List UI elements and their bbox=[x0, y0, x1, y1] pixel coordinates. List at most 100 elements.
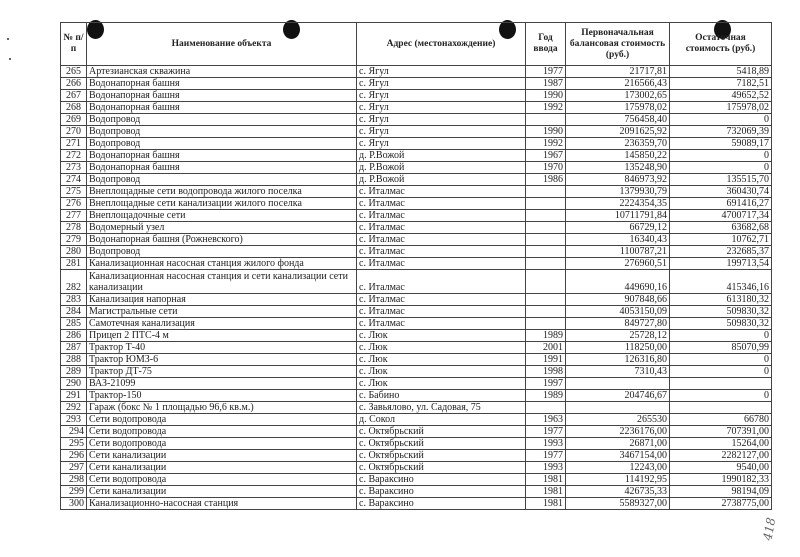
table-row: 277 Внеплощадочные сети с. Италмас 10711791… bbox=[60, 209, 772, 222]
row-name: Водонапорная башня (Рожневского) bbox=[86, 233, 357, 246]
row-address: с. Октябрьский bbox=[356, 461, 526, 474]
row-initial-cost: 1379930,79 bbox=[565, 185, 670, 198]
row-year: 1997 bbox=[525, 377, 566, 390]
row-address: с. Люк bbox=[356, 341, 526, 354]
row-address: д. Р.Вожой bbox=[356, 149, 526, 162]
row-name: Трактор-150 bbox=[86, 389, 357, 402]
table-row: 291 Трактор-150 с. Бабино 1989 204746,67 0 bbox=[60, 389, 772, 402]
row-name: Сети канализации bbox=[86, 449, 357, 462]
row-residual-cost: 232685,37 bbox=[669, 245, 772, 258]
row-no: 285 bbox=[60, 317, 87, 330]
row-name: Артезианская скважина bbox=[86, 65, 357, 78]
row-residual-cost: 360430,74 bbox=[669, 185, 772, 198]
col-address: Адрес (местонахождение) bbox=[356, 22, 526, 66]
row-year bbox=[525, 305, 566, 318]
table-row: 297 Сети канализации с. Октябрьский 1993 122… bbox=[60, 461, 772, 474]
row-address: с. Италмас bbox=[356, 221, 526, 234]
row-no: 269 bbox=[60, 113, 87, 126]
row-year: 1992 bbox=[525, 137, 566, 150]
row-residual-cost: 15264,00 bbox=[669, 437, 772, 450]
row-name: Водонапорная башня bbox=[86, 89, 357, 102]
row-address: с. Октябрьский bbox=[356, 425, 526, 438]
row-name: Внеплощадочные сети bbox=[86, 209, 357, 222]
row-no: 282 bbox=[60, 269, 87, 294]
table-row: 282 Канализационная насосная станция и се… bbox=[60, 269, 772, 294]
row-address: с. Италмас bbox=[356, 317, 526, 330]
row-no: 270 bbox=[60, 125, 87, 138]
row-residual-cost: 707391,00 bbox=[669, 425, 772, 438]
row-name: Прицеп 2 ПТС-4 м bbox=[86, 329, 357, 342]
row-initial-cost: 26871,00 bbox=[565, 437, 670, 450]
table-row: 276 Внеплощадные сети канализации жилого … bbox=[60, 197, 772, 210]
row-address: с. Завьялово, ул. Садовая, 75 bbox=[356, 401, 526, 414]
row-name: Водопровод bbox=[86, 125, 357, 138]
table-row: 286 Прицеп 2 ПТС-4 м с. Люк 1989 25728,12 0 bbox=[60, 329, 772, 342]
row-initial-cost: 66729,12 bbox=[565, 221, 670, 234]
table-row: 279 Водонапорная башня (Рожневского) с. Ит… bbox=[60, 233, 772, 246]
col-no: № п/п bbox=[60, 22, 87, 66]
row-name: Сети водопровода bbox=[86, 413, 357, 426]
row-no: 298 bbox=[60, 473, 87, 486]
row-no: 280 bbox=[60, 245, 87, 258]
row-name: Канализационная насосная станция жилого … bbox=[86, 257, 357, 270]
row-residual-cost: 613180,32 bbox=[669, 293, 772, 306]
row-address: с. Вараксино bbox=[356, 473, 526, 486]
row-year bbox=[525, 209, 566, 222]
row-no: 293 bbox=[60, 413, 87, 426]
row-no: 272 bbox=[60, 149, 87, 162]
row-year: 1981 bbox=[525, 497, 566, 510]
row-name: Сети водопровода bbox=[86, 425, 357, 438]
row-address: с. Италмас bbox=[356, 185, 526, 198]
handwritten-page-number: 418 bbox=[760, 516, 779, 542]
row-address: с. Италмас bbox=[356, 245, 526, 258]
table-row: 273 Водонапорная башня д. Р.Вожой 1970 13524… bbox=[60, 161, 772, 174]
row-year bbox=[525, 401, 566, 414]
row-initial-cost: 216566,43 bbox=[565, 77, 670, 90]
row-year bbox=[525, 233, 566, 246]
row-address: д. Сокол bbox=[356, 413, 526, 426]
table-row: 285 Самотечная канализация с. Италмас 84972… bbox=[60, 317, 772, 330]
row-name: Водомерный узел bbox=[86, 221, 357, 234]
row-address: с. Люк bbox=[356, 329, 526, 342]
row-year: 1989 bbox=[525, 389, 566, 402]
row-address: с. Люк bbox=[356, 365, 526, 378]
row-address: с. Вараксино bbox=[356, 485, 526, 498]
assets-table: № п/п Наименование объекта Адрес (местон… bbox=[60, 22, 772, 510]
row-residual-cost: 0 bbox=[669, 329, 772, 342]
row-no: 296 bbox=[60, 449, 87, 462]
row-year: 1977 bbox=[525, 449, 566, 462]
row-no: 299 bbox=[60, 485, 87, 498]
row-year: 1977 bbox=[525, 425, 566, 438]
row-address: д. Р.Вожой bbox=[356, 173, 526, 186]
table-row: 271 Водопровод с. Ягул 1992 236359,70 59089,1… bbox=[60, 137, 772, 150]
row-no: 278 bbox=[60, 221, 87, 234]
row-address: с. Вараксино bbox=[356, 497, 526, 510]
table-row: 289 Трактор ДТ-75 с. Люк 1998 7310,43 0 bbox=[60, 365, 772, 378]
row-residual-cost: 0 bbox=[669, 365, 772, 378]
table-row: 294 Сети водопровода с. Октябрьский 1977 223… bbox=[60, 425, 772, 438]
table-row: 290 ВАЗ-21099 с. Люк 1997 bbox=[60, 377, 772, 390]
row-address: с. Люк bbox=[356, 377, 526, 390]
row-initial-cost: 175978,02 bbox=[565, 101, 670, 114]
row-address: с. Ягул bbox=[356, 89, 526, 102]
row-name: Водопровод bbox=[86, 173, 357, 186]
row-initial-cost: 10711791,84 bbox=[565, 209, 670, 222]
row-name: Сети канализации bbox=[86, 461, 357, 474]
row-year bbox=[525, 317, 566, 330]
row-name: Магистральные сети bbox=[86, 305, 357, 318]
row-name: Трактор ЮМЗ-6 bbox=[86, 353, 357, 366]
row-no: 279 bbox=[60, 233, 87, 246]
row-initial-cost bbox=[565, 401, 670, 414]
table-row: 280 Водопровод с. Италмас 1100787,21 232685,… bbox=[60, 245, 772, 258]
row-no: 277 bbox=[60, 209, 87, 222]
row-year: 1981 bbox=[525, 473, 566, 486]
row-initial-cost: 849727,80 bbox=[565, 317, 670, 330]
row-initial-cost: 7310,43 bbox=[565, 365, 670, 378]
row-address: с. Италмас bbox=[356, 197, 526, 210]
table-row: 298 Сети водопровода с. Вараксино 1981 11419… bbox=[60, 473, 772, 486]
row-residual-cost: 4700717,34 bbox=[669, 209, 772, 222]
row-no: 294 bbox=[60, 425, 87, 438]
row-name: Сети водопровода bbox=[86, 437, 357, 450]
table-row: 296 Сети канализации с. Октябрьский 1977 346… bbox=[60, 449, 772, 462]
row-address: с. Италмас bbox=[356, 269, 526, 294]
